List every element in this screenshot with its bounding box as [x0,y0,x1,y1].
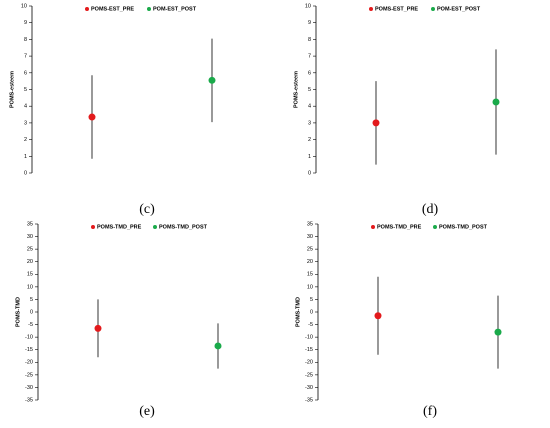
y-axis-label: POMS-esteem [293,71,299,108]
y-tick-label: 2 [24,137,27,143]
y-tick-label: -20 [305,360,313,366]
y-tick-label: -15 [25,347,33,353]
y-tick-label: 0 [308,170,311,176]
y-tick-label: 20 [27,259,33,265]
y-tick-label: 3 [24,120,27,126]
y-axis-label: POMS-TMD [15,297,21,327]
y-axis-label: POMS-esteem [9,71,15,108]
legend-swatch [147,7,151,11]
y-tick-label: 1 [24,154,27,160]
y-tick-label: 5 [310,297,313,303]
point [88,113,96,121]
y-tick-label: -30 [25,385,33,391]
y-tick-label: 5 [30,297,33,303]
y-tick-label: 5 [308,87,311,93]
caption: (e) [139,404,155,419]
y-tick-label: 6 [308,70,311,76]
legend-swatch [153,225,157,229]
y-tick-label: 0 [310,309,313,315]
y-tick-label: 1 [308,154,311,160]
legend-label: POMS-TMD_PRE [377,224,422,230]
y-tick-label: 3 [308,120,311,126]
y-tick-label: 30 [307,234,313,240]
legend-swatch [91,225,95,229]
legend-label: POMS-TMD_POST [159,224,208,230]
y-tick-label: 35 [307,221,313,227]
caption: (f) [423,404,437,419]
point [372,119,380,127]
y-tick-label: -15 [305,347,313,353]
legend-label: POMS-EST_PRE [91,6,134,12]
point [374,312,382,320]
y-tick-label: 10 [21,3,27,9]
point [94,324,102,332]
y-tick-label: -35 [305,397,313,403]
legend-swatch [371,225,375,229]
y-tick-label: 10 [27,284,33,290]
y-tick-label: 5 [24,87,27,93]
y-tick-label: 25 [307,247,313,253]
y-tick-label: 8 [308,37,311,43]
point [208,76,216,84]
y-tick-label: 30 [27,234,33,240]
y-tick-label: 0 [24,170,27,176]
y-tick-label: 10 [305,3,311,9]
caption: (c) [139,202,155,217]
y-tick-label: -25 [25,372,33,378]
y-tick-label: -20 [25,360,33,366]
y-tick-label: 9 [24,20,27,26]
y-tick-label: 15 [27,272,33,278]
y-tick-label: 7 [308,54,311,60]
legend-label: POMS-EST_PRE [375,6,418,12]
y-tick-label: -35 [25,397,33,403]
y-tick-label: 6 [24,70,27,76]
legend-label: POMS-TMD_PRE [97,224,142,230]
y-tick-label: -30 [305,385,313,391]
point [492,98,500,106]
legend-swatch [433,225,437,229]
legend-swatch [85,7,89,11]
y-tick-label: -5 [308,322,313,328]
y-tick-label: 8 [24,37,27,43]
y-tick-label: 4 [308,104,311,110]
y-tick-label: 35 [27,221,33,227]
y-tick-label: -10 [25,335,33,341]
y-tick-label: -10 [305,335,313,341]
y-tick-label: 9 [308,20,311,26]
y-tick-label: 0 [30,309,33,315]
y-tick-label: 7 [24,54,27,60]
y-tick-label: 4 [24,104,27,110]
legend-label: POM-EST_POST [153,6,197,12]
y-tick-label: 15 [307,272,313,278]
y-tick-label: 25 [27,247,33,253]
y-tick-label: -5 [28,322,33,328]
point [494,328,502,336]
caption: (d) [422,202,439,217]
y-tick-label: -25 [305,372,313,378]
legend-swatch [431,7,435,11]
y-axis-label: POMS-TMD [295,297,301,327]
point [214,342,222,350]
legend-label: POMS-TMD_POST [439,224,488,230]
y-tick-label: 20 [307,259,313,265]
legend-swatch [369,7,373,11]
y-tick-label: 2 [308,137,311,143]
y-tick-label: 10 [307,284,313,290]
legend-label: POM-EST_POST [437,6,481,12]
